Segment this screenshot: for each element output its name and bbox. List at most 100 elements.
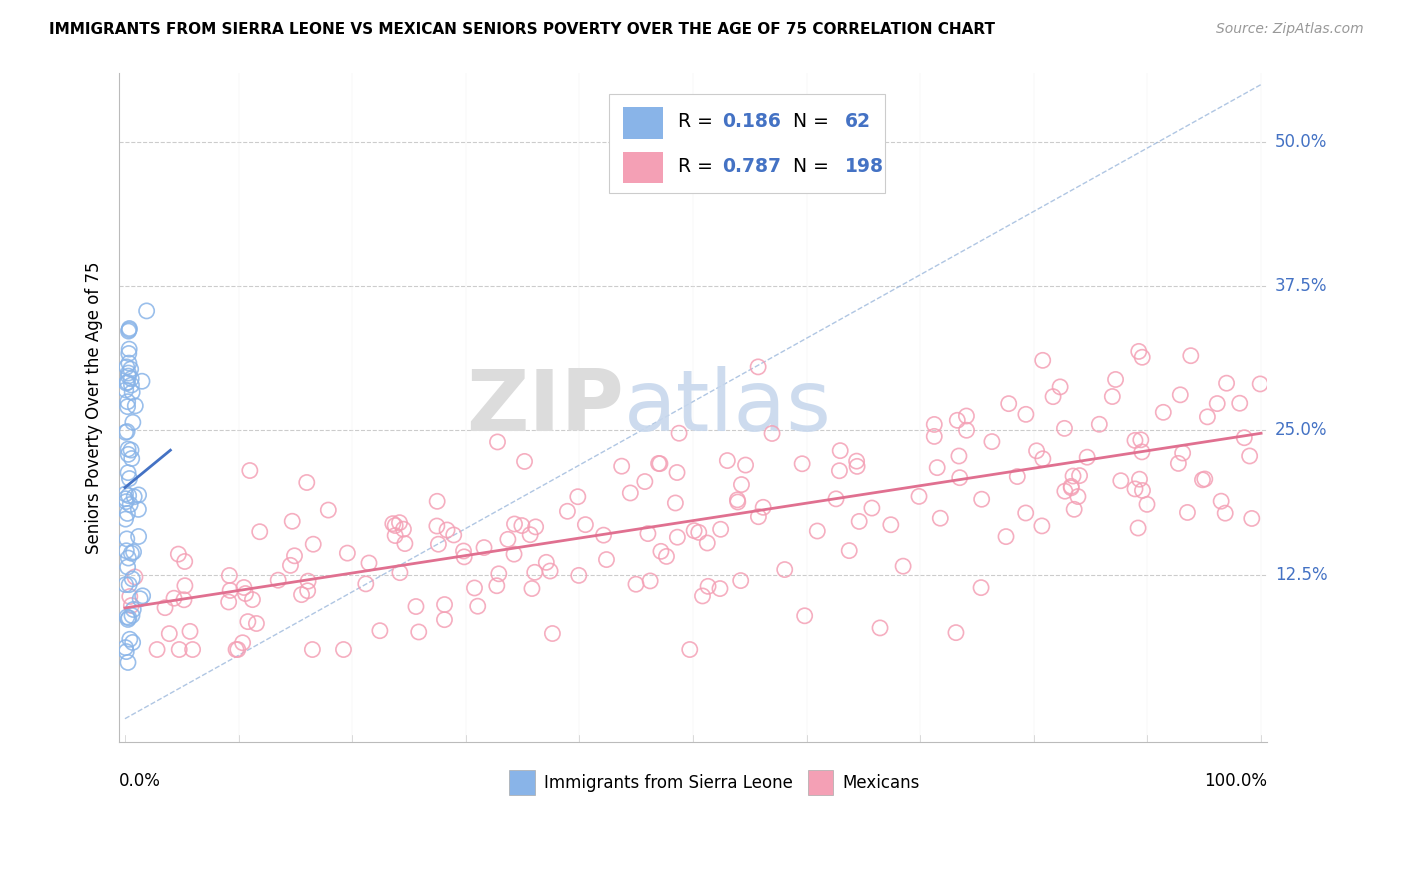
Text: 198: 198 — [845, 157, 883, 176]
Point — [118, 342, 141, 356]
Point — [163, 591, 186, 606]
Point — [115, 543, 138, 558]
Point — [980, 434, 1002, 449]
Point — [503, 516, 526, 531]
Point — [688, 525, 710, 540]
Point — [1126, 521, 1149, 535]
Point — [793, 608, 815, 623]
Point — [118, 323, 141, 337]
Point — [267, 573, 290, 587]
Point — [443, 528, 465, 542]
Point — [1109, 474, 1132, 488]
Point — [114, 640, 136, 655]
Point — [120, 498, 142, 512]
Point — [117, 551, 139, 566]
Point — [1128, 472, 1150, 486]
Point — [730, 574, 752, 588]
Point — [922, 429, 945, 443]
Point — [174, 579, 197, 593]
Point — [1240, 511, 1263, 525]
Point — [115, 376, 138, 390]
Point — [997, 397, 1019, 411]
Point — [120, 362, 142, 376]
Point — [114, 577, 136, 591]
Point — [218, 568, 240, 582]
Point — [117, 394, 139, 409]
Text: 100.0%: 100.0% — [1204, 772, 1267, 790]
Point — [496, 533, 519, 547]
Point — [368, 624, 391, 638]
Point — [239, 464, 262, 478]
Point — [117, 369, 139, 384]
Point — [1130, 351, 1153, 365]
Point — [891, 559, 914, 574]
Point — [122, 545, 145, 559]
Point — [388, 566, 411, 580]
Point — [121, 572, 143, 586]
Point — [806, 524, 828, 538]
Y-axis label: Seniors Poverty Over the Age of 75: Seniors Poverty Over the Age of 75 — [86, 261, 103, 554]
Point — [1101, 390, 1123, 404]
Point — [453, 549, 475, 564]
Point — [1177, 505, 1199, 519]
Point — [249, 524, 271, 539]
Point — [1123, 482, 1146, 496]
Point — [384, 528, 406, 542]
Point — [592, 528, 614, 542]
Point — [295, 475, 318, 490]
Point — [121, 415, 143, 429]
Point — [297, 574, 319, 589]
Point — [1152, 405, 1174, 419]
Point — [146, 642, 169, 657]
Point — [354, 577, 377, 591]
Point — [121, 378, 143, 392]
Point — [948, 449, 970, 463]
Point — [1132, 483, 1154, 498]
Point — [1168, 388, 1191, 402]
Point — [118, 577, 141, 591]
Point — [117, 560, 139, 574]
Point — [117, 324, 139, 338]
Point — [463, 581, 485, 595]
Point — [1239, 449, 1261, 463]
Point — [357, 556, 380, 570]
Point — [118, 356, 141, 370]
Point — [114, 425, 136, 440]
Point — [1007, 469, 1029, 483]
Point — [235, 586, 257, 600]
Point — [1233, 431, 1256, 445]
Point — [131, 374, 153, 388]
Point — [949, 471, 972, 485]
Point — [647, 457, 669, 471]
Point — [541, 626, 564, 640]
Point — [503, 547, 526, 561]
Point — [1249, 376, 1271, 391]
Point — [117, 366, 139, 380]
Point — [595, 552, 617, 566]
Point — [1197, 409, 1219, 424]
Point — [181, 642, 204, 657]
Point — [679, 642, 702, 657]
Point — [747, 359, 769, 374]
Text: atlas: atlas — [624, 366, 832, 449]
Point — [120, 443, 142, 458]
Point — [283, 549, 305, 563]
Point — [127, 502, 149, 516]
Text: 0.787: 0.787 — [721, 157, 780, 176]
Point — [1032, 353, 1054, 368]
Point — [1015, 408, 1038, 422]
Point — [120, 546, 142, 560]
Point — [574, 517, 596, 532]
Point — [1167, 457, 1189, 471]
Point — [845, 454, 868, 468]
Point — [650, 544, 672, 558]
Point — [118, 471, 141, 485]
Point — [1194, 472, 1216, 486]
Point — [392, 522, 415, 536]
Point — [666, 466, 689, 480]
Point — [115, 610, 138, 624]
FancyBboxPatch shape — [609, 95, 884, 194]
Point — [752, 500, 775, 515]
Point — [773, 563, 796, 577]
Point — [734, 458, 756, 472]
